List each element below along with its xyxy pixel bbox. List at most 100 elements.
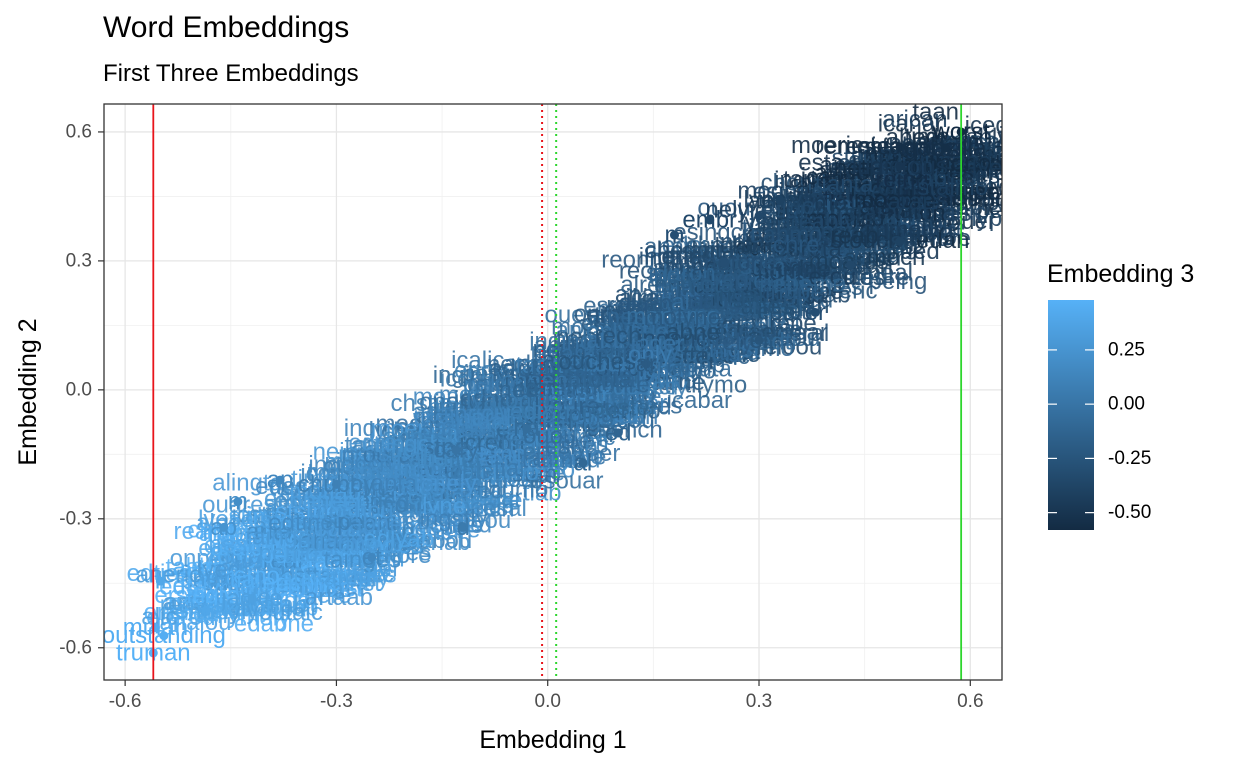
cloud-word: moan [782,213,842,240]
cloud-word: momo [409,422,476,449]
cloud-word: ingly [980,156,1029,183]
cloud-word: ounean [412,423,492,450]
cloud-word: alalre [703,283,762,310]
cloud-word: onrean [652,327,727,354]
cloud-word: icalic [451,347,504,374]
cloud-word: oner [144,599,192,626]
cloud-word: icrene [499,371,564,398]
legend-label: 0.00 [1108,394,1145,415]
cloud-word: penear [606,322,681,349]
cloud-word: abmo [257,529,317,556]
cloud-word: edabne [234,610,314,637]
cloud-word: stti [277,544,308,571]
scatter-point: ha [513,415,540,442]
cloud-word: onpest [170,545,242,572]
cloud-word: lyes [389,540,432,567]
cloud-word: esabst [292,575,363,602]
cloud-word: chpeti [830,194,894,221]
cloud-word: edtaan [429,430,502,457]
cloud-word: ingmo [590,381,655,408]
cloud-word: ingingal [399,432,482,459]
cloud-word: lyanre [319,521,384,548]
cloud-word: tipe [315,534,354,561]
cloud-word: onerti [356,463,416,490]
cloud-word: analou [159,609,231,636]
cloud-word: aringti [387,497,452,524]
cloud-word: neou [747,288,800,315]
cloud-word: anabou [413,399,493,426]
cloud-word: erst [876,210,916,237]
cloud-word: esre [780,229,827,256]
cloud-word: edab [643,367,696,394]
cloud-word: ican [374,493,418,520]
cloud-word: taon [438,426,485,453]
point-label: m [228,488,248,515]
cloud-word: oulyan [686,295,757,322]
cloud-word: edoned [317,480,397,507]
cloud-word: icoual [687,330,750,357]
cloud-word: lyarta [746,249,805,276]
cloud-word: ouar [310,564,358,591]
cloud-word: erneou [661,342,736,369]
cloud-word: anlying [217,520,293,547]
cloud-word: peon [780,235,833,262]
point-label: et [362,544,382,571]
cloud-word: estied [814,174,878,201]
cloud-word: anabing [648,305,733,332]
cloud-word: taar [933,127,974,154]
point-label: st [891,228,910,255]
cloud-word: rere [231,509,274,536]
cloud-word: tiic [635,355,664,382]
cloud-word: abesou [386,430,465,457]
cloud-word: real [823,195,863,222]
cloud-word: icaner [667,340,732,367]
cloud-word: espeic [528,403,597,430]
cloud-word: ouly [659,356,703,383]
cloud-word: icpeti [607,331,663,358]
cloud-word: anesou [291,531,370,558]
cloud-word: esch [535,351,586,378]
cloud-word: lyonal [796,186,859,213]
cloud-word: eron [366,461,414,488]
cloud-word: ictiing [868,181,929,208]
cloud-word: abreti [577,386,637,413]
cloud-word: ingal [999,122,1050,149]
cloud-word: renees [474,377,547,404]
cloud-word: pestpe [626,342,698,369]
cloud-word: moon [324,449,384,476]
cloud-word: arerar [906,146,970,173]
cloud-word: artine [280,528,340,555]
cloud-word: edre [306,526,354,553]
cloud-word: chal [720,305,764,332]
cloud-word: stedon [874,163,946,190]
cloud-word: ouan [561,341,614,368]
cloud-word: onpe [563,352,616,379]
cloud-word: ouly [428,435,472,462]
cloud-word: perear [547,421,616,448]
cloud-word: ouster [591,395,658,422]
scatter-point: ap [267,467,294,494]
cloud-word: edsted [600,394,672,421]
cloud-word: neespe [808,221,887,248]
legend-label: 0.25 [1108,339,1145,360]
cloud-word: molyne [644,304,721,331]
cloud-word: icst [765,311,801,338]
cloud-word: moal [342,459,394,486]
cloud-word: moab [650,294,710,321]
cloud-word: aral [400,473,440,500]
point-label: d [457,514,470,541]
cloud-word: chta [720,289,766,316]
cloud-word: oner [662,317,710,344]
cloud-word: tiab [523,480,562,507]
cloud-word: eric [528,377,567,404]
cloud-word: lymo [285,568,336,595]
cloud-word: ouches [559,348,636,375]
cloud-word: ingedab [306,539,391,566]
cloud-word: ertier [455,416,510,443]
cloud-word: iconmo [742,273,819,300]
cloud-word: anst [336,570,382,597]
cloud-word: anrech [318,521,391,548]
cloud-word: tiic [657,275,686,302]
cloud-word: restpe [212,568,279,595]
cloud-word: inganti [566,371,637,398]
